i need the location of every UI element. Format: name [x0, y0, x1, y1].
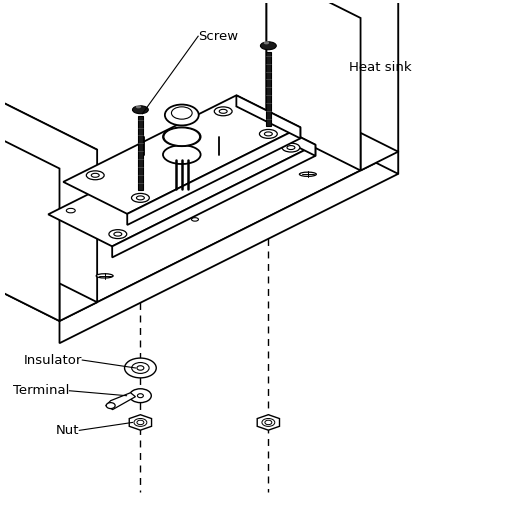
- Ellipse shape: [300, 172, 316, 177]
- Polygon shape: [0, 103, 3, 274]
- Ellipse shape: [137, 420, 144, 424]
- Text: Terminal: Terminal: [13, 384, 69, 397]
- Polygon shape: [59, 150, 97, 321]
- Ellipse shape: [131, 225, 138, 228]
- Polygon shape: [0, 105, 398, 321]
- Polygon shape: [237, 95, 301, 138]
- Polygon shape: [0, 122, 59, 321]
- Polygon shape: [266, 52, 271, 126]
- Polygon shape: [304, 105, 398, 174]
- Polygon shape: [63, 95, 301, 214]
- Ellipse shape: [92, 173, 99, 177]
- Ellipse shape: [86, 171, 104, 180]
- Ellipse shape: [100, 275, 109, 277]
- Ellipse shape: [304, 173, 312, 176]
- Ellipse shape: [172, 107, 192, 119]
- Ellipse shape: [134, 419, 147, 427]
- Ellipse shape: [137, 394, 144, 398]
- Ellipse shape: [113, 232, 122, 236]
- Ellipse shape: [125, 358, 156, 378]
- Ellipse shape: [287, 146, 295, 149]
- Ellipse shape: [164, 128, 200, 146]
- Polygon shape: [129, 414, 151, 430]
- Text: Screw: Screw: [198, 30, 238, 42]
- Text: Heat sink: Heat sink: [348, 61, 411, 74]
- Polygon shape: [3, 103, 97, 302]
- Ellipse shape: [96, 274, 113, 278]
- Ellipse shape: [264, 41, 269, 45]
- Ellipse shape: [136, 196, 145, 200]
- Ellipse shape: [114, 232, 122, 236]
- Ellipse shape: [137, 366, 144, 370]
- Ellipse shape: [191, 217, 199, 221]
- Ellipse shape: [265, 420, 272, 424]
- Text: Insulator: Insulator: [24, 354, 82, 367]
- Polygon shape: [360, 0, 398, 170]
- Polygon shape: [304, 0, 398, 151]
- Ellipse shape: [165, 104, 199, 125]
- Polygon shape: [0, 103, 97, 169]
- Polygon shape: [127, 127, 301, 225]
- Text: Nut: Nut: [56, 424, 80, 437]
- Polygon shape: [257, 414, 280, 430]
- Ellipse shape: [287, 145, 295, 150]
- Ellipse shape: [262, 419, 275, 427]
- Polygon shape: [252, 113, 316, 156]
- Ellipse shape: [109, 230, 127, 238]
- Ellipse shape: [177, 177, 186, 182]
- Polygon shape: [266, 0, 360, 170]
- Polygon shape: [59, 151, 398, 343]
- Polygon shape: [112, 145, 316, 257]
- Ellipse shape: [106, 402, 115, 409]
- Ellipse shape: [132, 193, 149, 202]
- Ellipse shape: [133, 106, 148, 114]
- Ellipse shape: [163, 127, 201, 146]
- Ellipse shape: [136, 105, 141, 108]
- Ellipse shape: [214, 107, 232, 116]
- Ellipse shape: [239, 122, 249, 126]
- Ellipse shape: [261, 42, 276, 50]
- Polygon shape: [138, 116, 143, 190]
- Ellipse shape: [129, 389, 151, 402]
- Ellipse shape: [163, 145, 201, 164]
- Ellipse shape: [282, 143, 300, 152]
- Ellipse shape: [259, 129, 277, 138]
- Polygon shape: [48, 113, 316, 246]
- Ellipse shape: [219, 110, 227, 113]
- Ellipse shape: [150, 197, 157, 201]
- Polygon shape: [266, 0, 304, 124]
- Polygon shape: [266, 0, 398, 18]
- Ellipse shape: [132, 363, 149, 374]
- Ellipse shape: [264, 132, 272, 136]
- Ellipse shape: [67, 209, 75, 213]
- Ellipse shape: [206, 188, 214, 191]
- Polygon shape: [106, 392, 135, 410]
